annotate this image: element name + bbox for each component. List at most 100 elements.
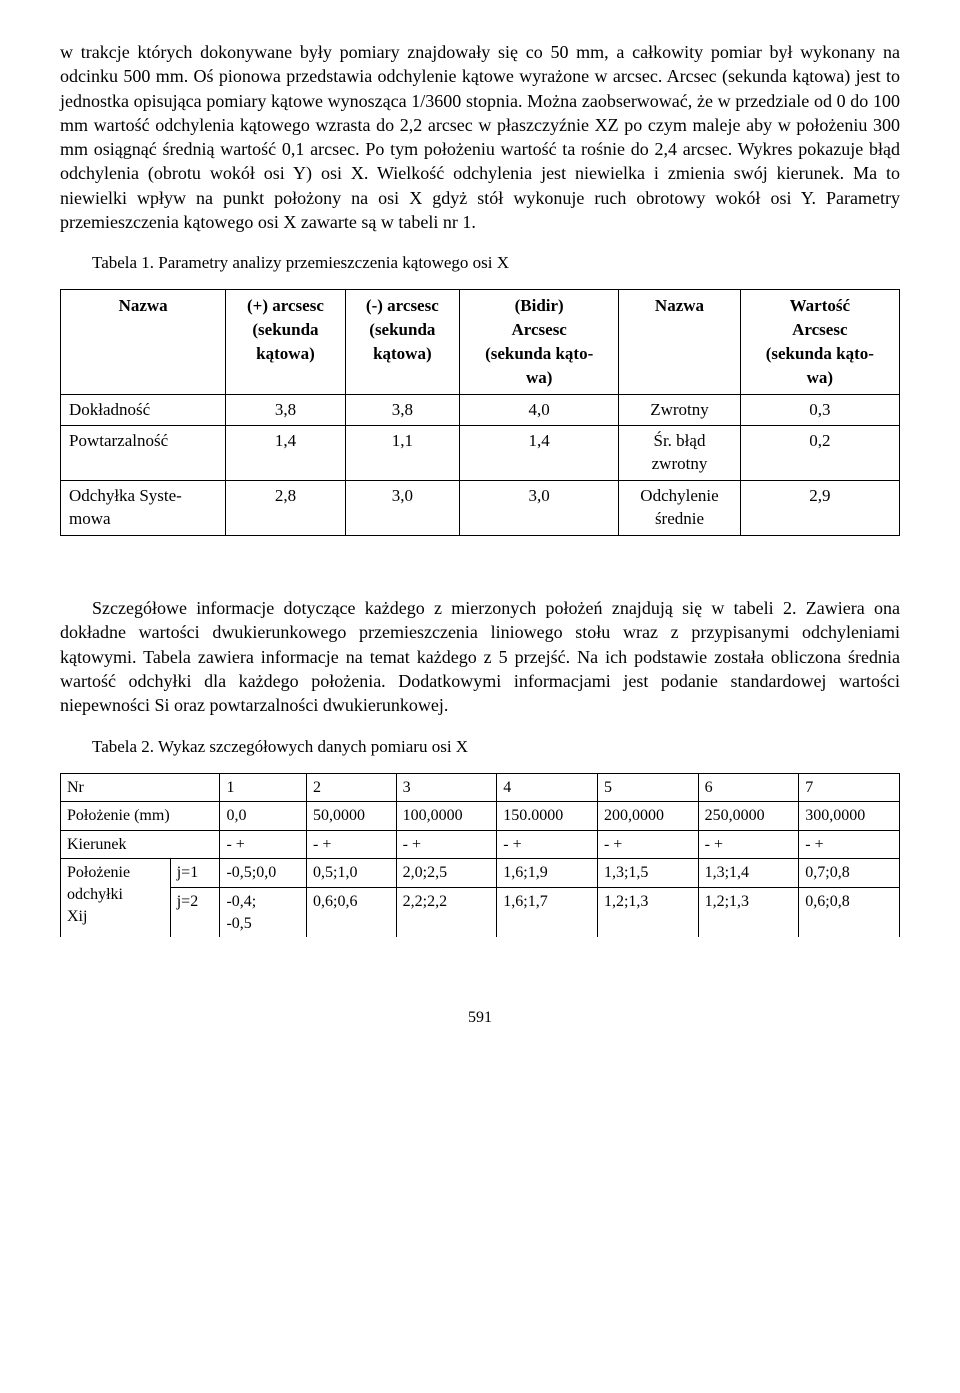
table-1: Nazwa (+) arcsesc (sekunda kątowa) (-) a… — [60, 289, 900, 536]
t2-r2: Kierunek - + - + - + - + - + - + - + — [61, 830, 900, 859]
t1-h1-l2: (sekunda — [252, 320, 318, 339]
t1-r2-label: Odchyłka Syste- mowa — [61, 481, 226, 536]
t1-row-0: Dokładność 3,8 3,8 4,0 Zwrotny 0,3 — [61, 394, 900, 426]
t1-r1-c4: Śr. błąd zwrotny — [619, 426, 740, 481]
table2-caption: Tabela 2. Wykaz szczegółowych danych pom… — [60, 736, 900, 759]
t1-r0-c3: 4,0 — [460, 394, 619, 426]
t2-r2-c5: - + — [597, 830, 698, 859]
t2-r0: Nr 1 2 3 4 5 6 7 — [61, 773, 900, 802]
t2-r3-j2-c6: 1,2;1,3 — [698, 887, 799, 937]
t2-r1-c5: 200,0000 — [597, 802, 698, 831]
t1-h5-l2: Arcsesc — [792, 320, 847, 339]
t1-r1-c1: 1,4 — [226, 426, 345, 481]
t2-r1: Położenie (mm) 0,0 50,0000 100,0000 150.… — [61, 802, 900, 831]
t2-r3-sub1: j=1 — [170, 859, 220, 888]
t2-r3-j2-c5: 1,2;1,3 — [597, 887, 698, 937]
t2-r3-j1: Położenie odchyłki Xij j=1 -0,5;0,0 0,5;… — [61, 859, 900, 888]
t2-r3-j1-c3: 2,0;2,5 — [396, 859, 497, 888]
t1-h4: Nazwa — [619, 290, 740, 394]
table1-caption: Tabela 1. Parametry analizy przemieszcze… — [60, 252, 900, 275]
t1-r2-c5: 2,9 — [740, 481, 899, 536]
t1-r0-c1: 3,8 — [226, 394, 345, 426]
t1-h5-l1: Wartość — [790, 296, 850, 315]
paragraph-2: Szczegółowe informacje dotyczące każdego… — [60, 596, 900, 717]
t1-row-1: Powtarzalność 1,4 1,1 1,4 Śr. błąd zwrot… — [61, 426, 900, 481]
t2-r3-j2-c1-l2: -0,5 — [226, 915, 251, 932]
t2-r2-c7: - + — [799, 830, 900, 859]
t1-r2-c4: Odchylenie średnie — [619, 481, 740, 536]
t2-r0-c4: 4 — [497, 773, 598, 802]
table-2: Nr 1 2 3 4 5 6 7 Położenie (mm) 0,0 50,0… — [60, 773, 900, 938]
t2-r0-c3: 3 — [396, 773, 497, 802]
t2-r0-c5: 5 — [597, 773, 698, 802]
t2-r3-label: Położenie odchyłki Xij — [61, 859, 171, 937]
t2-r1-c4: 150.0000 — [497, 802, 598, 831]
t2-r3-j2-c1-l1: -0,4; — [226, 893, 256, 910]
t1-h1-l3: kątowa) — [256, 344, 315, 363]
t1-h1: (+) arcsesc (sekunda kątowa) — [226, 290, 345, 394]
t1-h2-l2: (sekunda — [369, 320, 435, 339]
t1-h3-l3: (sekunda kąto- — [485, 344, 593, 363]
t2-r2-c1: - + — [220, 830, 307, 859]
paragraph-1: w trakcje których dokonywane były pomiar… — [60, 40, 900, 234]
t1-r0-c2: 3,8 — [345, 394, 459, 426]
t2-r3-j2-c4: 1,6;1,7 — [497, 887, 598, 937]
t2-r3-j1-c7: 0,7;0,8 — [799, 859, 900, 888]
t2-r3-j1-c4: 1,6;1,9 — [497, 859, 598, 888]
t1-h2-l1: (-) arcsesc — [366, 296, 439, 315]
t2-r0-label: Nr — [61, 773, 220, 802]
t1-h0: Nazwa — [61, 290, 226, 394]
t2-r0-c2: 2 — [307, 773, 397, 802]
t2-r3-j1-c6: 1,3;1,4 — [698, 859, 799, 888]
t1-row-2: Odchyłka Syste- mowa 2,8 3,0 3,0 Odchyle… — [61, 481, 900, 536]
t1-r1-c5: 0,2 — [740, 426, 899, 481]
t2-r1-c2: 50,0000 — [307, 802, 397, 831]
t1-h5-l3: (sekunda kąto- — [766, 344, 874, 363]
t1-h2-l3: kątowa) — [373, 344, 432, 363]
page-number: 591 — [60, 1007, 900, 1029]
t1-h3-l1: (Bidir) — [515, 296, 564, 315]
t2-r2-c6: - + — [698, 830, 799, 859]
t1-r0-c5: 0,3 — [740, 394, 899, 426]
t2-r3-j2-c1: -0,4; -0,5 — [220, 887, 307, 937]
t1-h2: (-) arcsesc (sekunda kątowa) — [345, 290, 459, 394]
t2-r1-c7: 300,0000 — [799, 802, 900, 831]
t2-r3-j2-c3: 2,2;2,2 — [396, 887, 497, 937]
t1-r1-c2: 1,1 — [345, 426, 459, 481]
t1-r1-label: Powtarzalność — [61, 426, 226, 481]
t1-r1-c4-l2: zwrotny — [652, 454, 708, 473]
t2-r1-c1: 0,0 — [220, 802, 307, 831]
t1-r0-c4: Zwrotny — [619, 394, 740, 426]
t2-r1-c6: 250,0000 — [698, 802, 799, 831]
t2-r3-j1-c5: 1,3;1,5 — [597, 859, 698, 888]
t1-r2-c1: 2,8 — [226, 481, 345, 536]
t2-r2-c4: - + — [497, 830, 598, 859]
t2-r3-j2-c7: 0,6;0,8 — [799, 887, 900, 937]
t2-r3-label-l3: Xij — [67, 908, 87, 925]
t1-h5-l4: wa) — [807, 368, 833, 387]
t1-r2-label-l2: mowa — [69, 509, 111, 528]
t1-r0-label: Dokładność — [61, 394, 226, 426]
t2-r3-j2: j=2 -0,4; -0,5 0,6;0,6 2,2;2,2 1,6;1,7 1… — [61, 887, 900, 937]
t2-r2-c3: - + — [396, 830, 497, 859]
t2-r3-j1-c2: 0,5;1,0 — [307, 859, 397, 888]
t1-r2-label-l1: Odchyłka Syste- — [69, 486, 182, 505]
t2-r2-c2: - + — [307, 830, 397, 859]
t1-h3: (Bidir) Arcsesc (sekunda kąto- wa) — [460, 290, 619, 394]
t2-r3-label-l1: Położenie — [67, 864, 130, 881]
t2-r3-sub2: j=2 — [170, 887, 220, 937]
t1-h3-l2: Arcsesc — [511, 320, 566, 339]
t2-r3-j2-c2: 0,6;0,6 — [307, 887, 397, 937]
t2-r0-c7: 7 — [799, 773, 900, 802]
t2-r3-j1-c1: -0,5;0,0 — [220, 859, 307, 888]
t2-r0-c1: 1 — [220, 773, 307, 802]
t1-h5: Wartość Arcsesc (sekunda kąto- wa) — [740, 290, 899, 394]
t1-r2-c4-l1: Odchylenie — [640, 486, 718, 505]
t1-r1-c3: 1,4 — [460, 426, 619, 481]
t2-r1-label: Położenie (mm) — [61, 802, 220, 831]
t1-r2-c3: 3,0 — [460, 481, 619, 536]
t1-h1-l1: (+) arcsesc — [247, 296, 324, 315]
t1-h3-l4: wa) — [526, 368, 552, 387]
t2-r1-c3: 100,0000 — [396, 802, 497, 831]
t1-r2-c4-l2: średnie — [655, 509, 704, 528]
